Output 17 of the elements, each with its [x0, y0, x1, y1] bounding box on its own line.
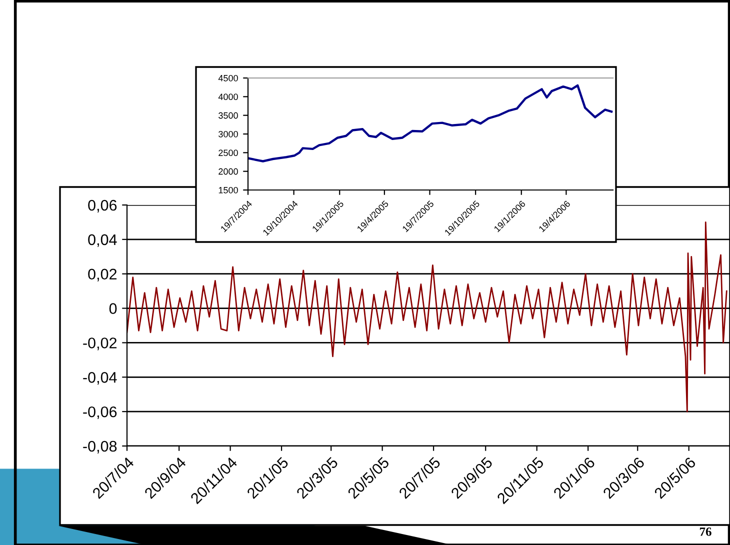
y-tick-label: 2500 — [218, 150, 238, 156]
y-tick-label: 0 — [109, 303, 117, 314]
y-tick-label: 0,04 — [88, 234, 117, 247]
text: 76 — [700, 528, 712, 536]
y-tick-label: 3500 — [218, 112, 238, 119]
y-tick-label: -0,06 — [83, 406, 117, 420]
y-tick-label: 3000 — [218, 130, 238, 138]
y-tick-label: -0,08 — [83, 440, 117, 454]
line-series — [248, 84, 613, 162]
y-tick-label: -0,04 — [83, 372, 117, 385]
y-tick-label: 4000 — [218, 94, 238, 100]
y-tick-label: 2000 — [218, 168, 238, 175]
y-tick-label: 4500 — [218, 74, 238, 82]
y-tick-label: -0,02 — [83, 338, 117, 350]
y-tick-label: 0,02 — [88, 268, 117, 282]
y-tick-label: 1500 — [218, 186, 238, 194]
y-tick-label: 0,06 — [88, 200, 117, 212]
